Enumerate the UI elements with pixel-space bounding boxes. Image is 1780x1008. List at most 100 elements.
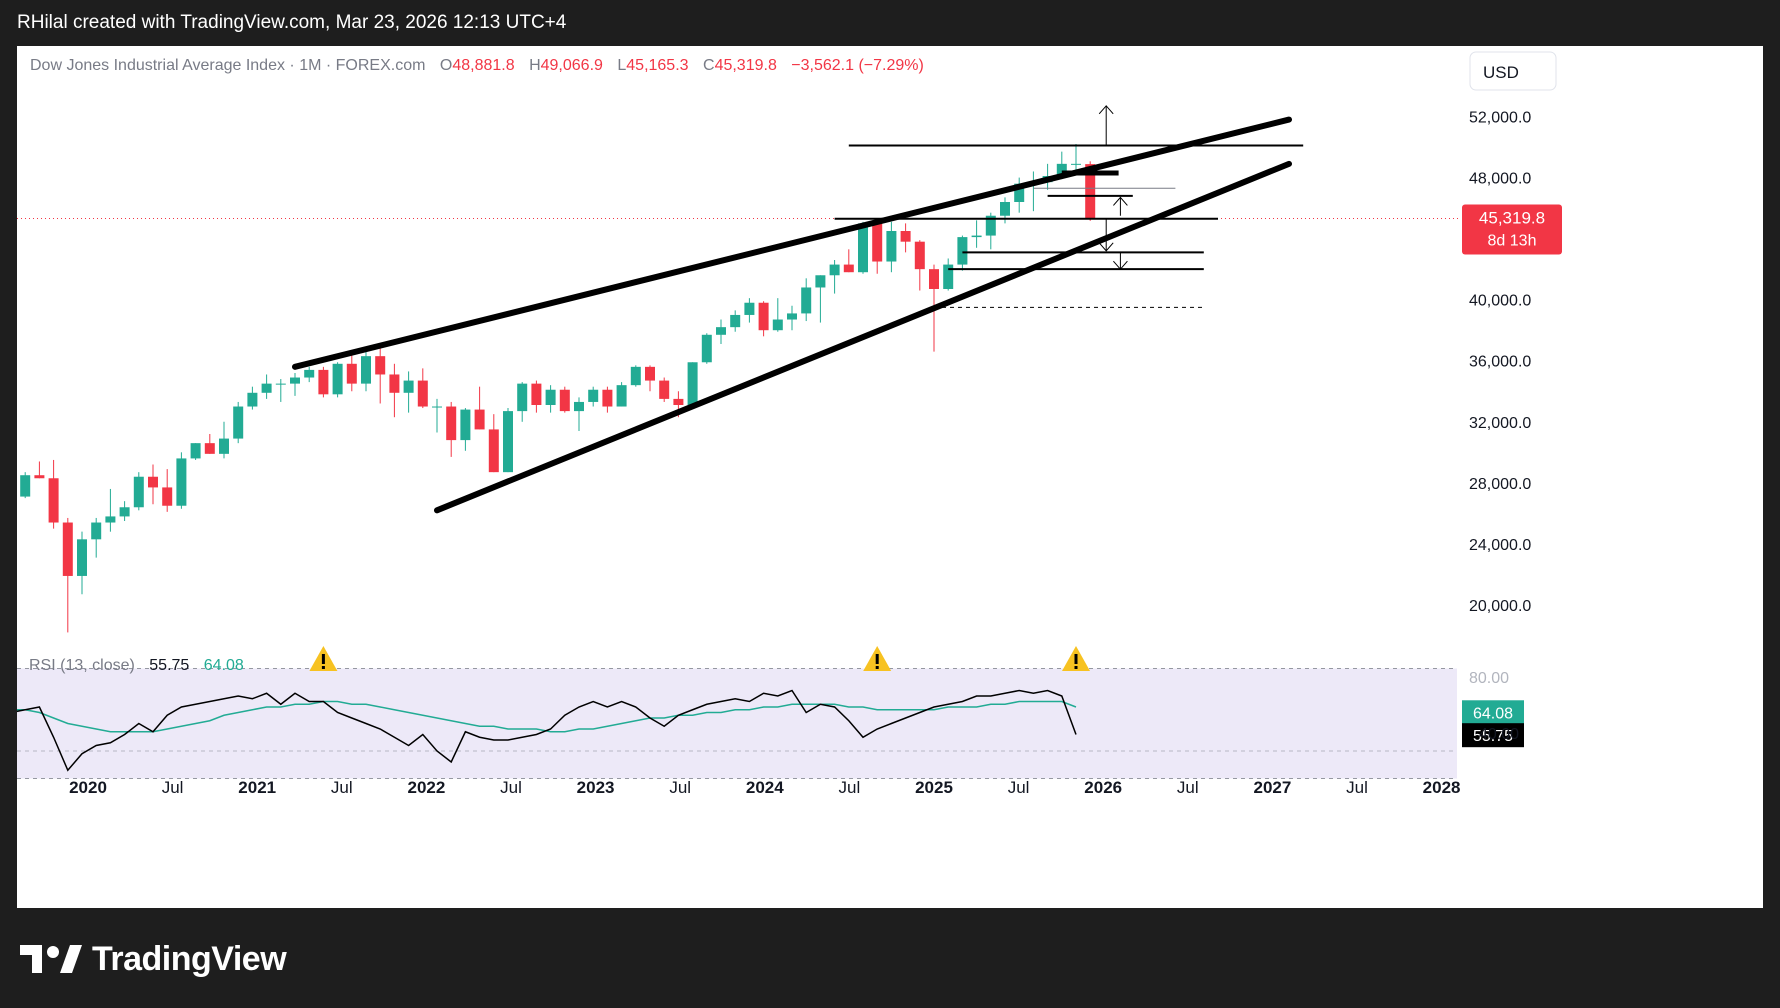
candle (290, 372, 300, 396)
price-axis-tick: 52,000.0 (1469, 110, 1531, 127)
candle (616, 382, 627, 407)
arrow-head (1113, 196, 1128, 206)
candle (659, 377, 670, 402)
rsi-badge (1462, 723, 1524, 748)
time-axis-label: Jul (331, 778, 353, 797)
open-label: O (440, 57, 452, 74)
candle-body (545, 389, 556, 405)
time-axis-label: Jul (500, 778, 522, 797)
candle (20, 472, 31, 499)
chart-panel[interactable]: 52,000.0 48,000.0 40,000.0 36,000.0 32,000.0… (10, 46, 1763, 908)
candle-body (503, 411, 513, 473)
currency-button[interactable]: USD (1469, 51, 1557, 91)
countdown-label: 8d 13h (1488, 232, 1537, 249)
candle (318, 366, 329, 398)
candle-body (1071, 163, 1081, 165)
candle (829, 260, 840, 294)
rsi-title: RSI (13, close) (29, 657, 135, 674)
candle-body (20, 475, 31, 497)
chart-canvas[interactable]: 52,000.0 48,000.0 40,000.0 36,000.0 32,000.0… (10, 46, 1763, 908)
warning-icon (863, 646, 892, 671)
candle (417, 368, 428, 409)
change-value: −3,562.1 (−7.29%) (791, 57, 924, 74)
candle (843, 249, 854, 273)
candle-body (559, 389, 570, 412)
time-axis-label: 2027 (1253, 778, 1291, 797)
rsi-value: 55.75 (149, 657, 189, 674)
candle (630, 365, 641, 387)
candle-body (1056, 163, 1067, 177)
tradingview-logo-icon (20, 945, 82, 973)
price-axis-tick: 40,000.0 (1469, 293, 1531, 310)
candle-body (162, 487, 173, 506)
candle-body (77, 539, 87, 576)
rsi-axis-tick: 40.00 (1479, 726, 1519, 743)
time-axis-label: Jul (1008, 778, 1030, 797)
candle-body (34, 475, 45, 479)
candle-body (772, 319, 783, 331)
candle-body (417, 380, 428, 407)
chart-credit: RHilal created with TradingView.com, Mar… (17, 12, 567, 33)
open-value: 48,881.8 (452, 57, 514, 74)
candle (148, 464, 158, 505)
candle (503, 408, 513, 473)
candle-body (1085, 164, 1096, 219)
candle-body (318, 369, 329, 395)
high-label: H (529, 57, 541, 74)
arrow-annotation (1098, 218, 1114, 252)
time-axis-label: 2026 (1084, 778, 1122, 797)
rsi-badge-label: 55.75 (1473, 728, 1513, 745)
candle (332, 362, 343, 398)
candle-body (659, 380, 670, 399)
candle-body (1000, 202, 1010, 216)
candle (48, 459, 59, 529)
candle (247, 386, 258, 410)
arrow-annotation (1113, 196, 1128, 216)
candle-body (204, 443, 215, 454)
candle (545, 385, 556, 413)
candle-body (872, 223, 883, 262)
candle-body (517, 383, 528, 412)
candle-body (261, 383, 272, 393)
time-axis-label: 2021 (238, 778, 276, 797)
candle-body (346, 363, 357, 384)
candle-body (1014, 183, 1025, 202)
candle (190, 443, 201, 460)
candle (900, 223, 911, 253)
candle-body (219, 438, 229, 454)
arrow-head (1098, 242, 1114, 252)
candle (474, 386, 485, 430)
warning-bar (875, 654, 879, 664)
high-value: 49,066.9 (541, 57, 603, 74)
candle (602, 386, 613, 413)
rsi-legend: RSI (13, close) 55.75 64.08 (29, 657, 244, 674)
candle (162, 469, 173, 512)
candle-body (62, 522, 73, 576)
candle (133, 472, 144, 511)
candle-body (148, 476, 158, 488)
candle (1071, 144, 1081, 172)
candle-body (645, 366, 655, 381)
candle (517, 382, 528, 422)
rsi-ma-line (11, 700, 1077, 733)
candle (886, 221, 897, 273)
time-axis-label: 2024 (746, 778, 784, 797)
candle (346, 351, 357, 392)
candle (105, 488, 116, 532)
tradingview-logo[interactable]: TradingView (20, 934, 287, 984)
candle (971, 220, 982, 248)
candle-body (488, 429, 499, 473)
arrow-head (1098, 105, 1114, 115)
candle-body (304, 369, 315, 378)
rsi-ma-value: 64.08 (204, 657, 244, 674)
candle (488, 414, 499, 473)
warning-bar (1074, 654, 1078, 664)
candle-body (48, 478, 59, 523)
candle-body (105, 516, 116, 523)
time-axis-label: Jul (162, 778, 184, 797)
candle-body (858, 223, 868, 273)
candle (389, 363, 400, 418)
rsi-line (10, 689, 1077, 772)
candle (261, 374, 272, 399)
candle (588, 386, 599, 407)
